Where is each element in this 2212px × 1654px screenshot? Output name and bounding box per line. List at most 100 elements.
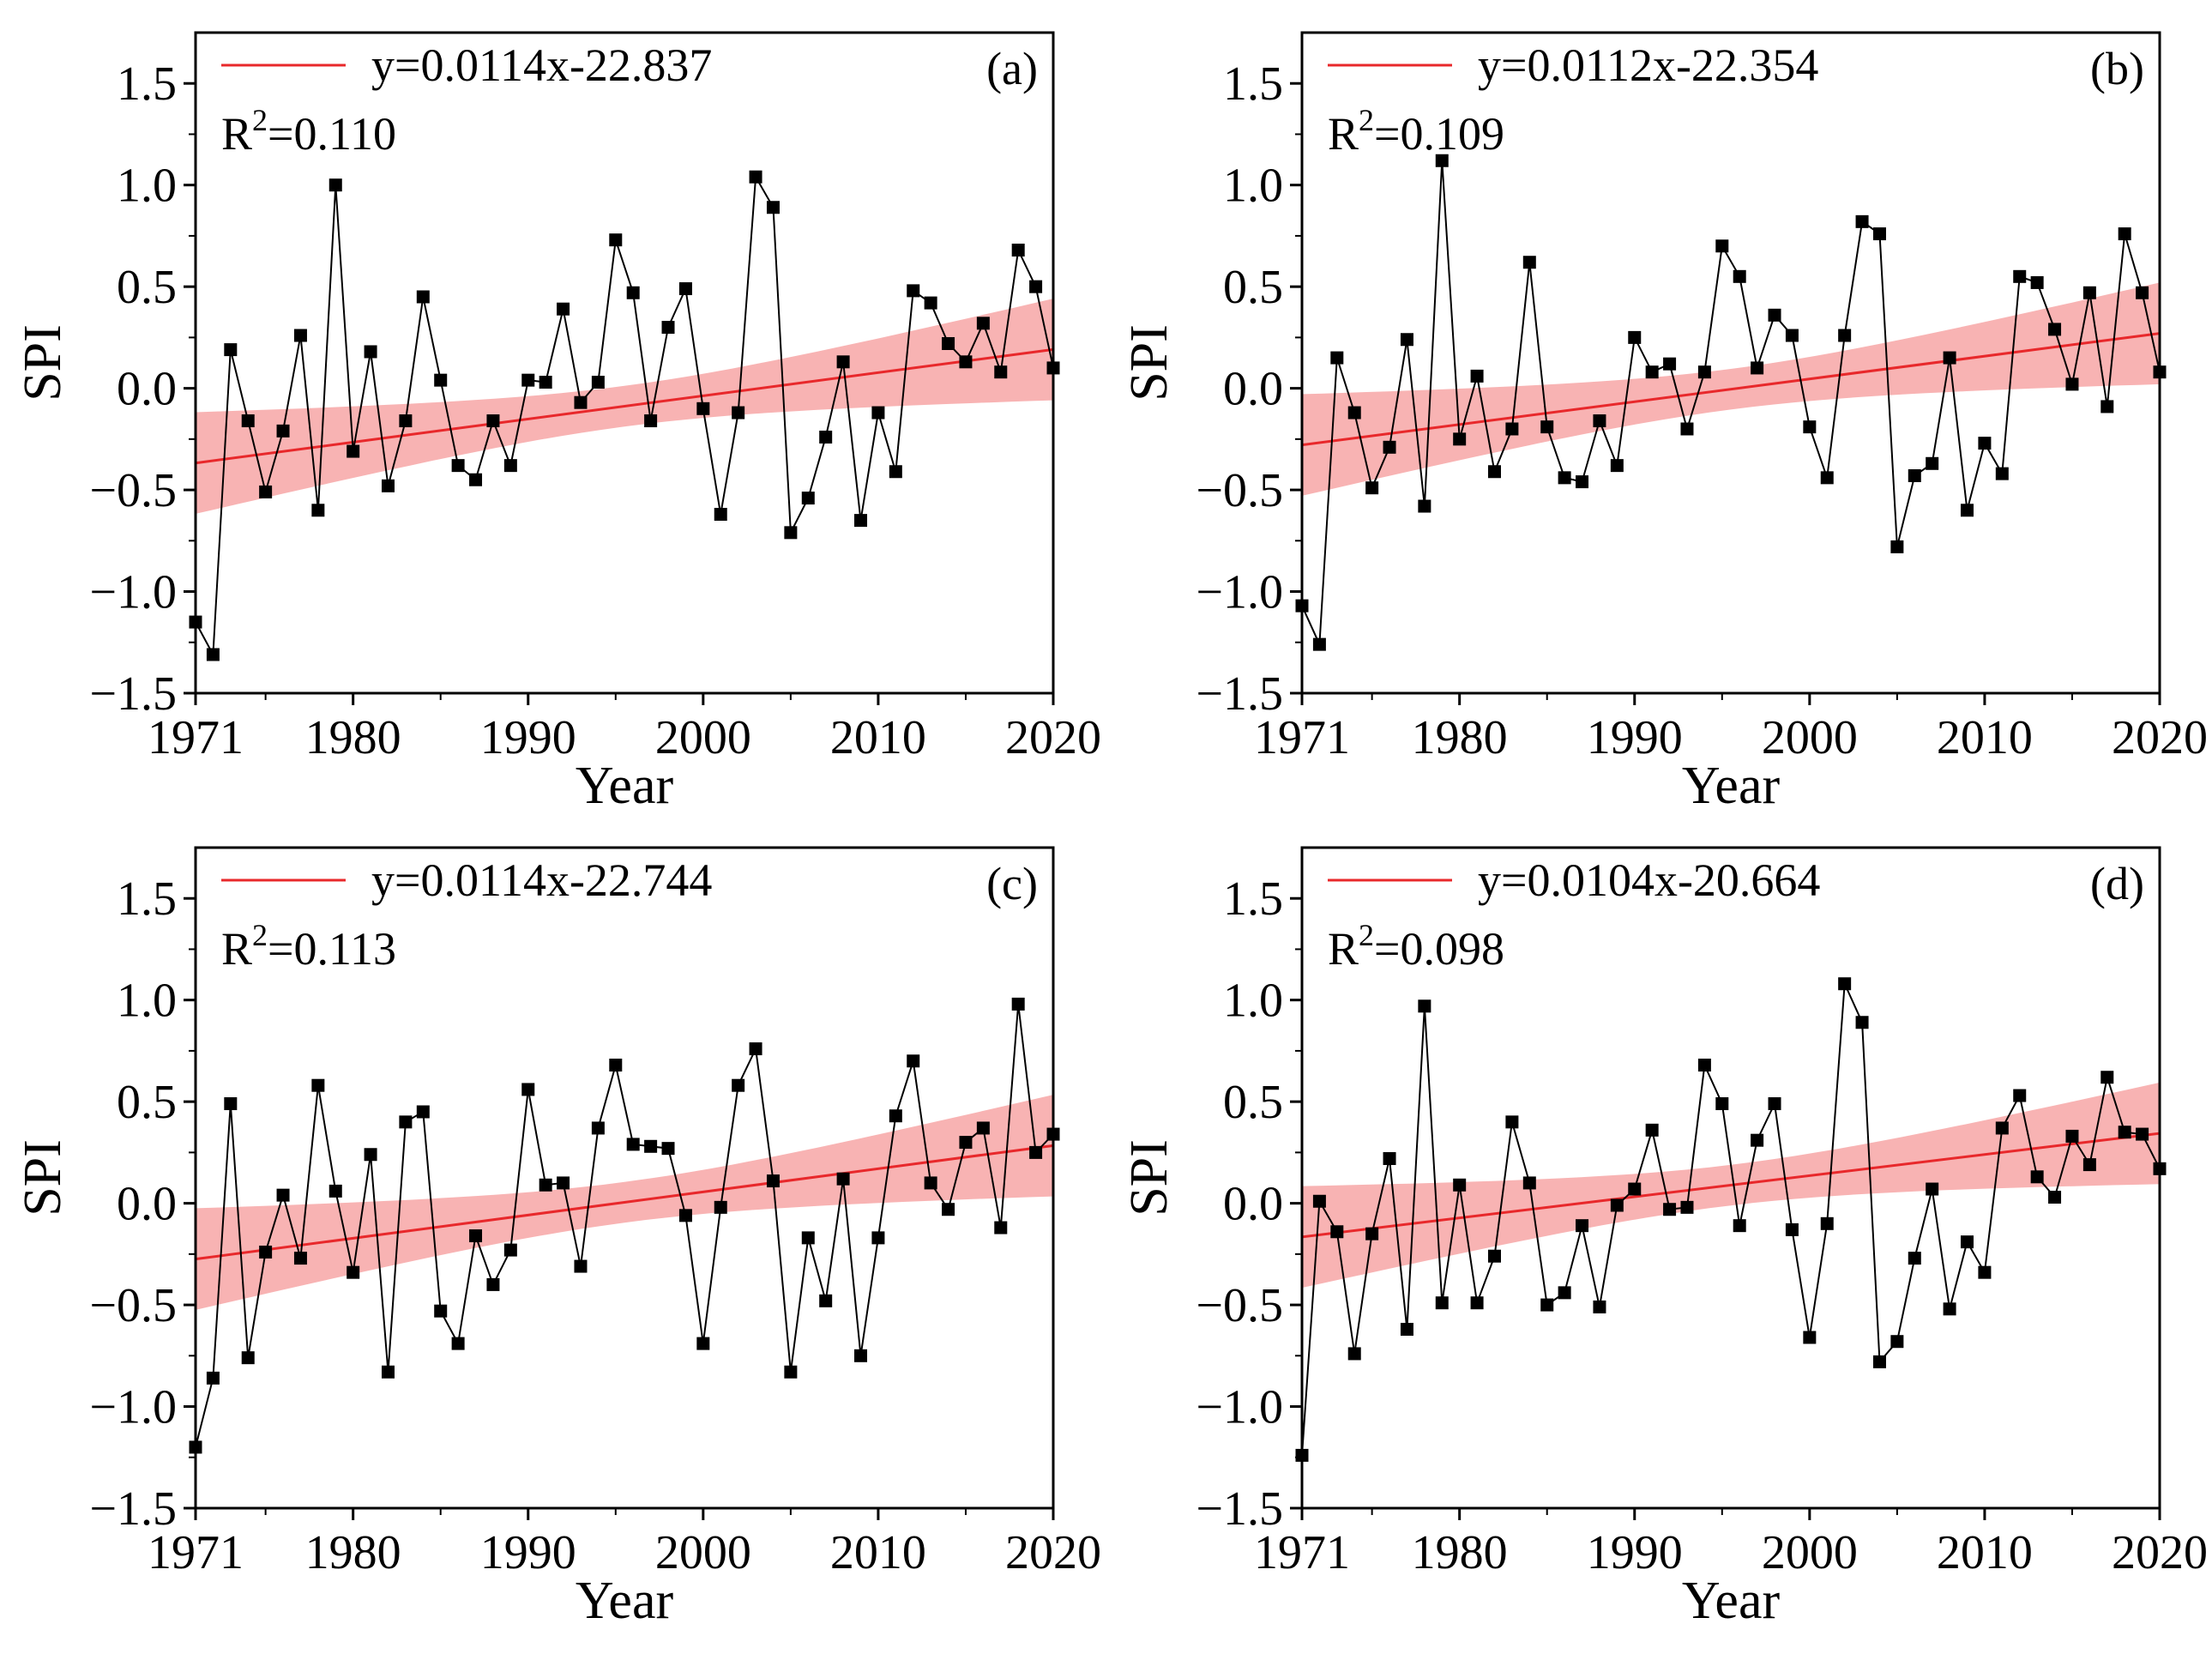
data-point (696, 1337, 710, 1350)
data-point (1785, 1222, 1799, 1236)
data-point (2013, 1089, 2027, 1102)
legend-equation: y=0.0114x-22.837 (371, 39, 712, 91)
y-tick-label: 0.0 (1223, 1178, 1283, 1231)
data-point (1453, 432, 1467, 446)
x-tick-label: 2000 (1762, 711, 1858, 764)
data-point (749, 170, 762, 184)
data-point (1347, 406, 1361, 420)
data-point (2065, 377, 2079, 391)
data-point (2118, 1126, 2131, 1139)
data-point (1593, 1300, 1606, 1313)
data-point (609, 233, 623, 247)
data-point (259, 485, 273, 498)
y-tick-label: −1.0 (89, 566, 177, 619)
data-point (486, 414, 500, 428)
data-point (328, 1184, 342, 1198)
data-point (364, 345, 377, 359)
x-tick-label: 2020 (1005, 1526, 1101, 1579)
data-point (819, 430, 833, 444)
data-point (1029, 1145, 1043, 1159)
data-point (2082, 286, 2096, 299)
y-tick-label: −1.5 (89, 1482, 177, 1536)
data-point (521, 1083, 535, 1096)
data-point (1978, 437, 1992, 450)
y-tick-label: 1.0 (1223, 160, 1283, 213)
data-point (1365, 481, 1379, 495)
data-point (206, 648, 220, 661)
data-point (1505, 1115, 1519, 1129)
data-point (2065, 1129, 2079, 1143)
data-point (591, 1121, 605, 1135)
data-point (1890, 540, 1904, 553)
data-point (871, 406, 885, 420)
data-point (1908, 468, 1921, 482)
data-point (574, 395, 588, 409)
data-point (1715, 1097, 1729, 1111)
legend-r-squared: R2=0.109 (1328, 103, 1504, 160)
data-point (224, 343, 238, 357)
data-point (1733, 1219, 1746, 1233)
data-point (836, 1172, 850, 1186)
y-tick-label: −1.5 (89, 667, 177, 721)
data-point (1576, 1219, 1589, 1233)
data-point (1820, 471, 1834, 485)
y-tick-label: −0.5 (1196, 1279, 1283, 1332)
data-point (521, 373, 535, 387)
data-point (609, 1059, 623, 1072)
data-point (801, 492, 815, 505)
y-tick-label: 0.0 (1223, 363, 1283, 416)
data-point (1697, 365, 1711, 379)
data-point (469, 1229, 483, 1243)
data-point (924, 1176, 937, 1190)
data-point (574, 1259, 588, 1273)
data-point (784, 1365, 798, 1379)
x-tick-label: 1971 (1254, 711, 1350, 764)
y-tick-label: −0.5 (89, 1279, 177, 1332)
data-point (1890, 1335, 1904, 1349)
data-point (503, 459, 517, 473)
x-tick-label: 2000 (655, 711, 751, 764)
x-tick-label: 2010 (830, 1526, 926, 1579)
plot-frame (194, 846, 1055, 1510)
y-tick-label: −1.0 (1196, 1381, 1283, 1434)
data-point (2100, 1071, 2114, 1084)
data-point (994, 1221, 1008, 1234)
legend-r-squared: R2=0.113 (221, 918, 396, 975)
y-tick-label: −1.0 (89, 1381, 177, 1434)
legend-equation: y=0.0104x-20.664 (1478, 854, 1820, 906)
data-point (1785, 329, 1799, 342)
data-point (2136, 1127, 2149, 1141)
y-tick-label: 0.0 (117, 1178, 177, 1231)
panel-label: (a) (986, 43, 1038, 94)
data-point (539, 376, 552, 389)
data-point (1558, 471, 1571, 485)
panel-label: (d) (2090, 858, 2144, 909)
data-point (661, 1142, 675, 1156)
data-point (293, 1252, 307, 1265)
data-point (801, 1231, 815, 1245)
data-point (1680, 422, 1694, 436)
spi-series-line (1301, 160, 2161, 645)
trend-line (195, 1144, 1054, 1261)
data-point (1680, 1200, 1694, 1214)
data-point (976, 317, 990, 330)
data-point (889, 1109, 902, 1123)
trend-line (1301, 332, 2161, 447)
data-point (889, 465, 902, 479)
data-point (1855, 214, 1869, 228)
x-tick-label: 2020 (1005, 711, 1101, 764)
data-point (347, 1265, 360, 1279)
data-point (1715, 239, 1729, 253)
y-tick-label: 0.5 (117, 261, 177, 314)
x-axis-title: Year (1682, 1572, 1781, 1630)
data-point (1593, 414, 1606, 428)
y-tick-label: −1.5 (1196, 667, 1283, 721)
data-point (1540, 1298, 1554, 1312)
data-point (696, 401, 710, 415)
data-point (732, 1078, 745, 1092)
data-point (1558, 1286, 1571, 1300)
data-point (1803, 1331, 1817, 1344)
data-point (907, 284, 920, 298)
x-tick-label: 1990 (1587, 711, 1683, 764)
data-point (1312, 637, 1326, 651)
